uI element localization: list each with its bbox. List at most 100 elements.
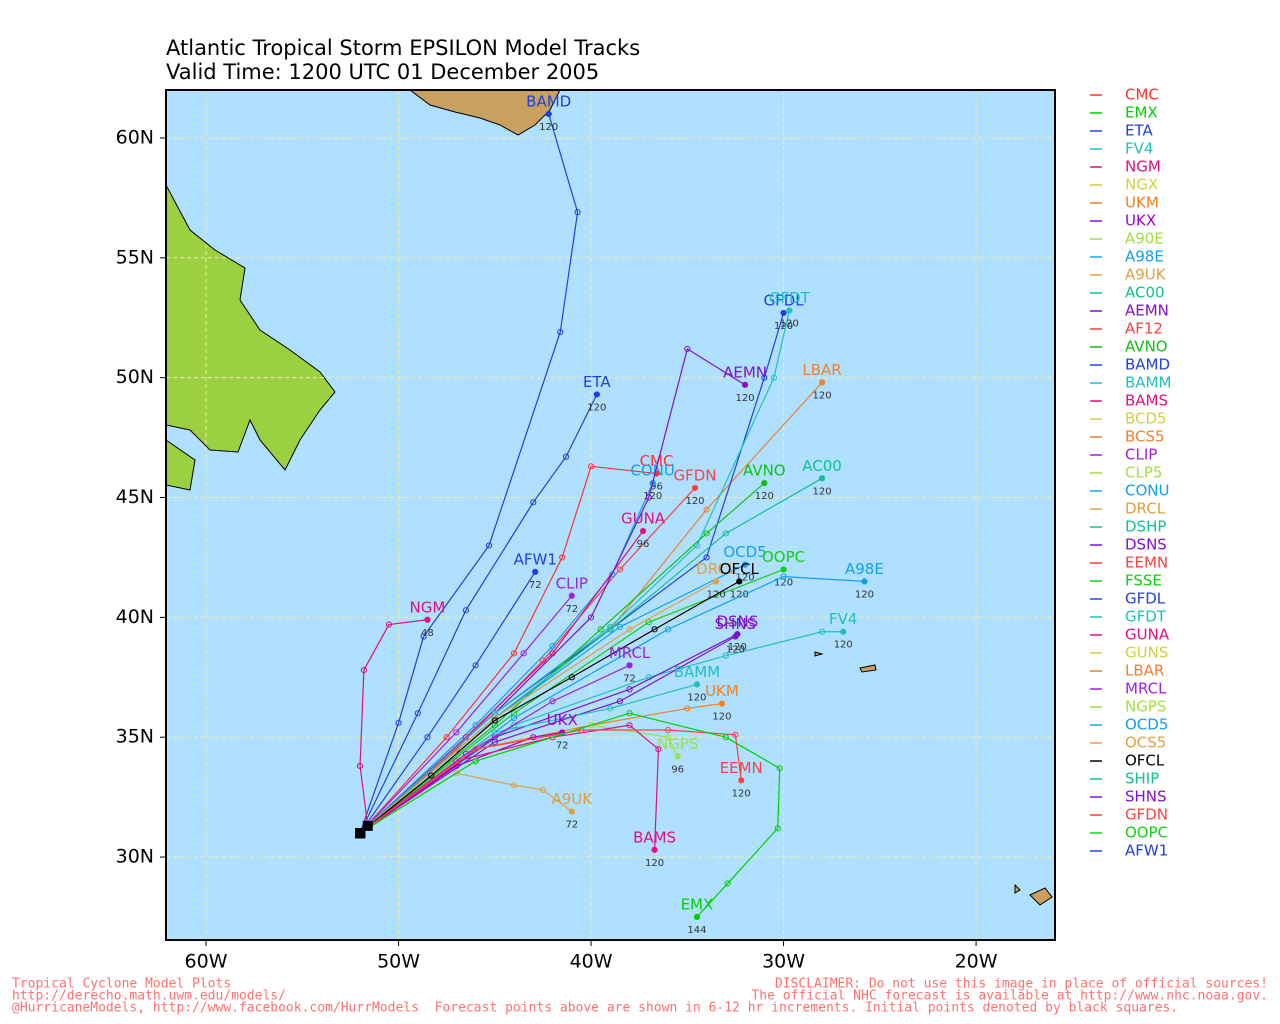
track-label: AC00	[802, 457, 842, 475]
legend-label: BAMM	[1125, 374, 1171, 392]
hour-label: 96	[637, 539, 650, 550]
hour-label: 96	[671, 764, 684, 775]
track-line	[359, 310, 790, 834]
track-point	[453, 770, 460, 777]
track-point	[472, 662, 479, 669]
track-label: GFDN	[673, 466, 716, 484]
track-point	[684, 705, 691, 712]
footer-text: DISCLAIMER: Do not use this image in pla…	[775, 977, 1268, 992]
track-point	[724, 880, 731, 887]
track-point	[510, 650, 518, 657]
track-point	[674, 753, 681, 760]
hour-label: 72	[565, 604, 578, 615]
x-tick-label: 30W	[762, 951, 805, 973]
legend-label: DSHP	[1125, 518, 1166, 536]
track-label: BAMM	[674, 663, 720, 681]
legend-label: NGX	[1125, 176, 1158, 194]
track-point	[424, 616, 431, 623]
track-point	[776, 765, 783, 772]
track-point	[774, 825, 781, 832]
track-point	[645, 494, 652, 501]
track-point	[626, 686, 633, 693]
track-point	[664, 626, 672, 633]
track-point	[491, 717, 498, 724]
track-label: AVNO	[743, 462, 786, 480]
track-point	[639, 527, 647, 535]
track-line	[359, 571, 536, 834]
hour-label: 120	[685, 496, 704, 507]
hour-label: 120	[728, 642, 747, 653]
track-line	[359, 595, 573, 834]
hour-label: 120	[834, 640, 853, 651]
track-label: GFDL	[763, 291, 804, 309]
tracks: BAMD 120 ETA 120 NGM 48 AFW1 72 CMC 96 GFDN 120 CLIP…	[355, 92, 884, 936]
track-point	[693, 681, 701, 688]
hour-label: 120	[726, 645, 745, 656]
hour-label: 120	[813, 390, 832, 401]
map-frame	[165, 89, 1056, 941]
legend-label: AC00	[1125, 284, 1165, 302]
hour-label: 96	[650, 482, 663, 493]
track-line	[359, 487, 696, 834]
track-point	[428, 772, 435, 779]
legend-label: BAMD	[1125, 356, 1170, 374]
hour-label: 120	[732, 788, 751, 799]
track-point	[557, 329, 564, 336]
hour-label: 120	[643, 491, 662, 502]
track-point	[510, 714, 518, 722]
track-line	[359, 724, 660, 850]
legend-label: BCD5	[1125, 410, 1167, 428]
track-point	[818, 628, 826, 635]
track-point	[559, 554, 566, 561]
y-tick-label: 35N	[116, 726, 154, 748]
legend-label: EMX	[1125, 104, 1158, 122]
track-point	[549, 734, 556, 741]
track-point	[626, 626, 633, 633]
legend-label: ETA	[1125, 122, 1153, 140]
hour-label: 72	[556, 740, 569, 751]
hour-label: 120	[780, 319, 799, 330]
legend-label: UKX	[1125, 212, 1156, 230]
track-point	[532, 568, 539, 575]
legend-label: OFCL	[1125, 752, 1165, 770]
track-point	[491, 729, 498, 736]
hour-label: 72	[565, 820, 578, 831]
track-point	[485, 542, 493, 549]
track-label: DSNS	[716, 613, 758, 631]
track-point	[510, 782, 518, 789]
legend-label: DSNS	[1125, 536, 1167, 554]
track-label: NGM	[410, 598, 446, 616]
legend-label: BAMS	[1125, 392, 1168, 410]
track-point	[587, 614, 595, 621]
chart-title: Atlantic Tropical Storm EPSILON Model Tr…	[166, 36, 640, 60]
ocean	[166, 90, 1055, 940]
track-point	[420, 633, 427, 640]
legend-label: FV4	[1125, 140, 1153, 158]
hour-label: 144	[687, 925, 706, 936]
track-point	[562, 453, 570, 460]
grid	[166, 90, 1055, 940]
x-tick-label: 20W	[955, 951, 998, 973]
legend-label: OCS5	[1125, 734, 1166, 752]
track-line	[359, 729, 742, 834]
track-point	[568, 674, 575, 681]
track-point	[424, 734, 431, 741]
track-label: EEMN	[720, 759, 763, 777]
hour-label: 48	[421, 628, 434, 639]
track-point	[780, 573, 787, 580]
legend-label: AFW1	[1125, 842, 1168, 860]
legend: CMCEMXETAFV4NGMNGXUKMUKXA90EA98EA9UKAC00…	[1090, 86, 1171, 860]
track-point	[736, 578, 743, 585]
track-point	[741, 381, 749, 388]
y-tick-label: 60N	[116, 126, 154, 148]
legend-label: EEMN	[1125, 554, 1168, 572]
legend-label: GFDN	[1125, 806, 1168, 824]
chart-subtitle: Valid Time: 1200 UTC 01 December 2005	[166, 60, 599, 84]
track-point	[703, 530, 710, 537]
track-point	[607, 705, 614, 712]
track-point	[664, 734, 672, 741]
track-point	[462, 607, 470, 614]
track-point	[616, 698, 624, 705]
track-point	[626, 710, 633, 717]
